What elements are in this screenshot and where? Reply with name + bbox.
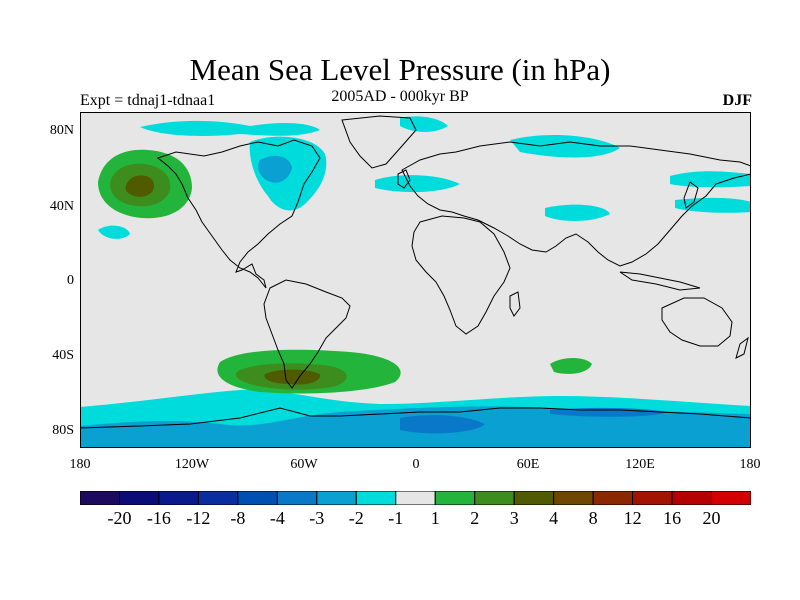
coastline-australia bbox=[661, 297, 733, 347]
lon-label-0: 0 bbox=[412, 457, 420, 472]
colorbar-swatch bbox=[395, 491, 436, 505]
colorbar-swatch bbox=[158, 491, 199, 505]
coastline-british-isles bbox=[397, 169, 411, 189]
chart-subtitle: 2005AD - 000kyr BP bbox=[331, 88, 469, 105]
colorbar-swatch bbox=[592, 491, 634, 505]
colorbar-tick-label: 4 bbox=[549, 508, 559, 528]
coastline-antarctica bbox=[80, 407, 751, 429]
colorbar bbox=[80, 491, 751, 505]
colorbar-tick-label: -16 bbox=[146, 508, 171, 528]
colorbar-tick-label: -3 bbox=[309, 508, 325, 528]
colorbar-tick-label: 16 bbox=[663, 508, 682, 528]
contour-minus1-central-asia bbox=[545, 204, 610, 221]
coastline-indonesia bbox=[619, 271, 701, 291]
lon-label-120w: 120W bbox=[174, 457, 210, 472]
colorbar-tick-label: 2 bbox=[470, 508, 480, 528]
contour-minus1-barents bbox=[510, 134, 620, 158]
lon-label-60e: 60E bbox=[516, 457, 540, 472]
contour-plus3-north-pacific bbox=[125, 175, 154, 197]
map-frame bbox=[80, 112, 751, 448]
colorbar-swatch bbox=[355, 491, 397, 505]
contour-minus2-hudson-bay bbox=[258, 155, 292, 183]
contour-minus1-europe bbox=[375, 175, 460, 193]
lat-label-40s: 40S bbox=[52, 348, 74, 363]
colorbar-swatch bbox=[197, 491, 239, 505]
colorbar-tick-label: -12 bbox=[186, 508, 211, 528]
coastline-south-america bbox=[263, 279, 351, 389]
contour-minus1-siberia bbox=[670, 171, 751, 188]
colorbar-tick-label: 20 bbox=[702, 508, 721, 528]
contour-minus1-central-pacific bbox=[98, 225, 130, 239]
lon-label-180w: 180 bbox=[69, 457, 91, 472]
colorbar-tick-label: -1 bbox=[388, 508, 404, 528]
colorbar-tick-label: -2 bbox=[348, 508, 364, 528]
colorbar-swatch bbox=[237, 491, 278, 505]
contour-minus1-greenland bbox=[400, 116, 448, 132]
colorbar-tick-label: 12 bbox=[623, 508, 642, 528]
pressure-anomaly-fields bbox=[80, 116, 751, 448]
colorbar-tick-label: 8 bbox=[588, 508, 598, 528]
lat-label-40n: 40N bbox=[49, 199, 74, 214]
coastline-north-america bbox=[156, 139, 321, 289]
contour-plus3-south-pacific bbox=[264, 369, 321, 385]
colorbar-swatch bbox=[80, 491, 120, 505]
coastline-outlines bbox=[80, 115, 751, 429]
colorbar-swatch bbox=[474, 491, 515, 505]
season-label: DJF bbox=[722, 92, 752, 109]
colorbar-tick-label: 1 bbox=[430, 508, 440, 528]
colorbar-swatch bbox=[711, 491, 751, 505]
colorbar-tick-label: 3 bbox=[509, 508, 519, 528]
coastline-japan bbox=[683, 181, 699, 209]
coastline-africa bbox=[411, 215, 511, 335]
map-panel bbox=[80, 112, 751, 448]
map-background bbox=[80, 112, 751, 448]
colorbar-swatch bbox=[513, 491, 555, 505]
colorbar-swatch bbox=[671, 491, 713, 505]
lon-label-180e: 180 bbox=[739, 457, 761, 472]
lat-label-0: 0 bbox=[67, 273, 74, 288]
colorbar-swatch bbox=[316, 491, 357, 505]
colorbar-swatch bbox=[276, 491, 318, 505]
experiment-label: Expt = tdnaj1-tdnaa1 bbox=[80, 92, 216, 109]
colorbar-swatch bbox=[118, 491, 160, 505]
colorbar-tick-label: -8 bbox=[230, 508, 246, 528]
coastline-new-zealand bbox=[735, 336, 749, 359]
chart-title: Mean Sea Level Pressure (in hPa) bbox=[189, 52, 611, 87]
lon-label-120e: 120E bbox=[625, 457, 655, 472]
colorbar-swatch bbox=[632, 491, 673, 505]
lon-label-60w: 60W bbox=[290, 457, 318, 472]
colorbar-tick-label: -20 bbox=[107, 508, 132, 528]
lat-label-80n: 80N bbox=[49, 123, 74, 138]
colorbar-swatch bbox=[434, 491, 476, 505]
coastline-eurasia bbox=[401, 141, 751, 267]
colorbar-tick-label: -4 bbox=[269, 508, 285, 528]
contour-plus1-south-indian bbox=[550, 358, 592, 374]
coastline-greenland bbox=[341, 115, 417, 169]
lat-label-80s: 80S bbox=[52, 423, 74, 438]
contour-minus1-north-atlantic-arctic bbox=[140, 120, 320, 136]
coastline-madagascar bbox=[509, 291, 521, 317]
colorbar-swatch bbox=[553, 491, 594, 505]
contour-minus3-antarctica bbox=[400, 415, 485, 434]
